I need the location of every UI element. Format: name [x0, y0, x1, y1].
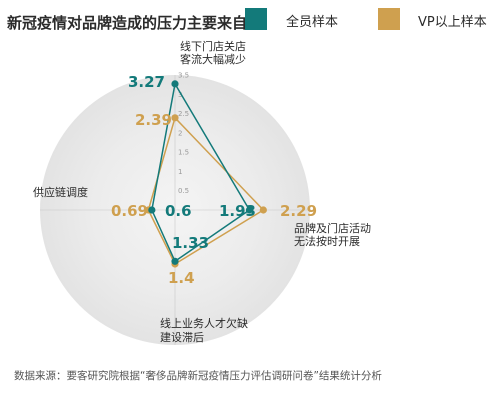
axis-label: 线上业务人才欠缺: [160, 316, 248, 330]
axis-label: 建设滞后: [160, 330, 204, 344]
data-point: [171, 80, 179, 88]
axis-label: 客流大幅减少: [180, 52, 246, 66]
legend-label: 全员样本: [286, 14, 338, 30]
source-note: 数据来源：要客研究院根据“奢侈品牌新冠疫情压力评估调研问卷”结果统计分析: [14, 369, 382, 382]
tick-label: 2.5: [178, 110, 189, 118]
value-label: 1.33: [172, 234, 209, 252]
value-label: 0.6: [165, 202, 192, 220]
tick-label: 2: [178, 129, 182, 137]
tick-label: 1.5: [178, 149, 189, 157]
legend-label: VP以上样本: [418, 15, 487, 30]
value-label: 0.69: [111, 202, 148, 220]
value-label: 2.29: [280, 202, 317, 220]
value-label: 1.4: [168, 269, 195, 287]
axes-layer: 0.5 1 1.5 2 2.5 3 3.5: [40, 72, 310, 345]
tick-label: 3: [178, 91, 182, 99]
tick-label: 1: [178, 168, 182, 176]
data-point: [171, 257, 179, 265]
data-point: [171, 114, 179, 122]
tick-label: 3.5: [178, 72, 189, 80]
axis-label: 无法按时开展: [294, 234, 360, 248]
data-point: [148, 206, 156, 214]
data-point: [259, 206, 267, 214]
legend-swatch: [378, 8, 400, 30]
tick-label: 0.5: [178, 187, 189, 195]
value-label: 3.27: [128, 73, 165, 91]
legend-swatch: [245, 8, 267, 30]
value-label: 2.39: [135, 111, 172, 129]
axis-label: 供应链调度: [33, 185, 88, 199]
legend: 全员样本 VP以上样本: [245, 8, 487, 30]
value-label: 1.93: [219, 202, 256, 220]
data-point: [245, 206, 254, 214]
axis-label: 品牌及门店活动: [294, 221, 371, 235]
chart-title: 新冠疫情对品牌造成的压力主要来自于: [7, 14, 262, 32]
series-layer: [144, 80, 267, 268]
axis-label: 线下门店关店: [180, 39, 246, 53]
